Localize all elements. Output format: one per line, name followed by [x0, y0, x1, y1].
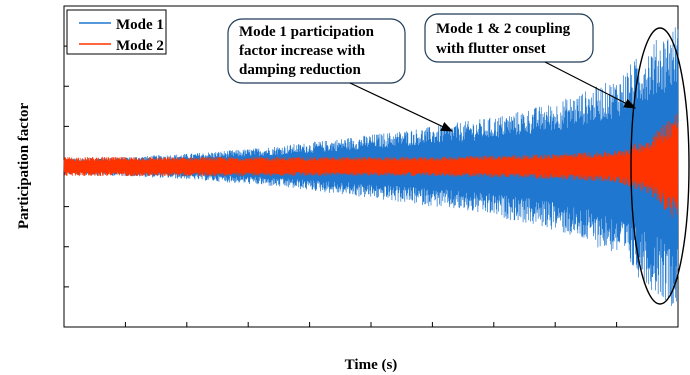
x-axis-label: Time (s): [345, 357, 398, 373]
legend-label-mode-1: Mode 1: [116, 17, 164, 33]
legend-box: [66, 9, 167, 55]
annotation-coupling: Mode 1 & 2 coupling with flutter onset: [424, 13, 637, 109]
series-line-mode-2: [63, 113, 679, 218]
annotation-damping-line-3: damping reduction: [239, 62, 361, 78]
annotation-coupling-line-2: with flutter onset: [436, 41, 546, 57]
annotation-coupling-arrow: [544, 61, 637, 109]
flutter-onset-ellipse: [630, 27, 690, 305]
legend-label-mode-2: Mode 2: [116, 38, 164, 54]
annotation-damping-line-1: Mode 1 participation: [239, 24, 375, 40]
annotation-coupling-box: [424, 13, 594, 63]
annotation-damping: Mode 1 participation factor increase wit…: [227, 18, 454, 132]
y-axis-label: Participation factor: [16, 103, 32, 230]
annotation-coupling-line-1: Mode 1 & 2 coupling: [436, 21, 571, 37]
legend: Mode 1 Mode 2: [66, 9, 167, 55]
series-layer: [63, 27, 679, 306]
annotation-damping-line-2: factor increase with: [239, 43, 366, 59]
annotation-damping-arrow: [349, 82, 454, 132]
annotation-damping-box: [227, 18, 406, 84]
